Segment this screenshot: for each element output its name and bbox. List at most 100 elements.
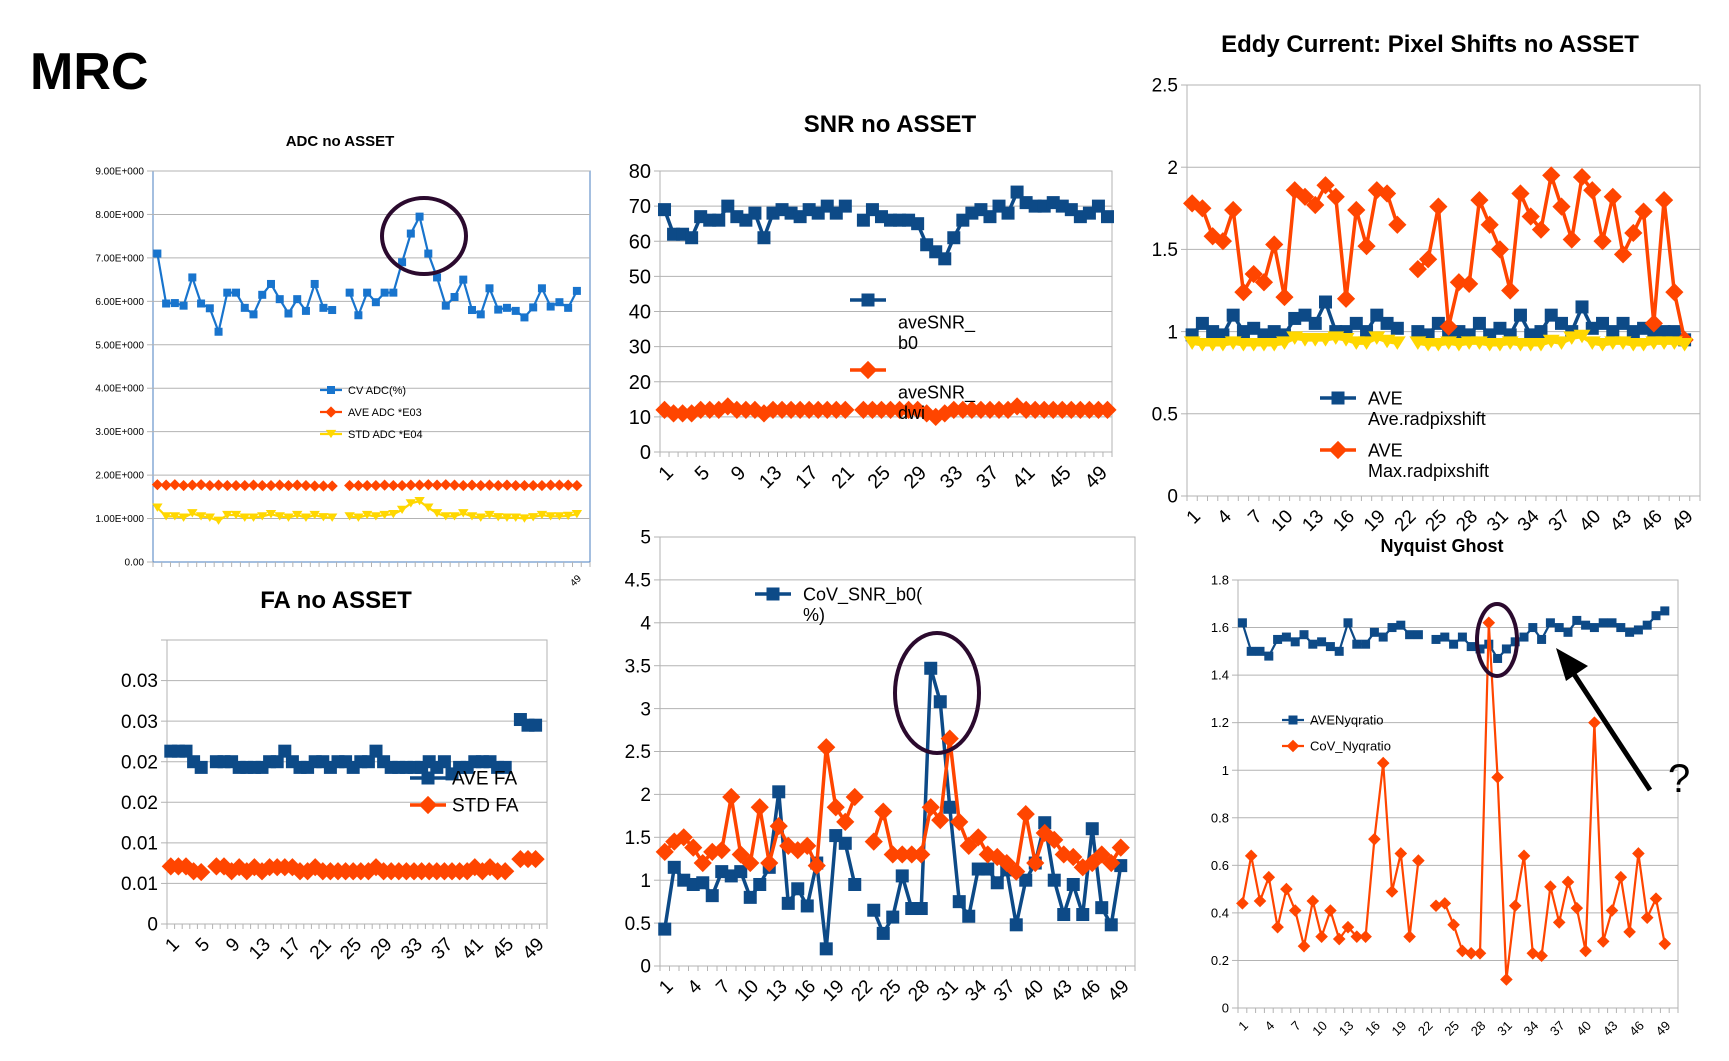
data-point [398, 258, 407, 267]
data-point [1066, 877, 1080, 891]
data-point [1537, 634, 1547, 644]
data-point [344, 479, 356, 492]
data-point [1265, 235, 1284, 254]
legend-label: b0 [898, 333, 918, 353]
y-tick-label: 1 [1222, 763, 1229, 778]
data-point [213, 516, 224, 525]
data-point [1369, 627, 1379, 637]
y-tick-label: 1.5 [625, 828, 651, 849]
data-point [1111, 838, 1130, 857]
x-tick-label: 4 [1214, 506, 1237, 529]
data-point [431, 509, 443, 518]
data-point [1057, 908, 1071, 922]
data-point [1236, 325, 1250, 339]
y-tick-label: 0.6 [1211, 858, 1229, 873]
data-point [1226, 308, 1240, 322]
data-point [319, 303, 328, 312]
data-point [529, 718, 543, 732]
y-tick-label: 1.5 [1152, 240, 1178, 261]
x-tick-label: 43 [1600, 1018, 1621, 1039]
data-point [874, 802, 893, 821]
data-point [379, 479, 391, 491]
data-point [1299, 630, 1309, 640]
data-point [266, 279, 275, 288]
data-point [1490, 240, 1510, 259]
data-point [283, 858, 302, 877]
data-point [1605, 904, 1619, 917]
data-point [1350, 930, 1364, 943]
y-tick-label: 20 [629, 372, 651, 394]
data-point [1640, 911, 1654, 924]
x-tick-label: 13 [762, 976, 792, 1006]
data-point [1447, 918, 1460, 932]
y-tick-label: 2 [1167, 158, 1178, 179]
data-point [188, 273, 197, 282]
data-point [1501, 281, 1520, 300]
legend-entry: AVE ADC *E03 [320, 406, 422, 419]
x-tick-label: 34 [1521, 1018, 1542, 1039]
data-point [1262, 870, 1276, 884]
data-point [1493, 321, 1507, 335]
data-point [249, 310, 258, 319]
data-point [239, 513, 250, 522]
data-point [536, 479, 548, 492]
data-point [734, 865, 748, 879]
x-tick-label: 41 [458, 934, 488, 964]
x-tick-label: 28 [1452, 506, 1482, 536]
data-point [753, 877, 767, 891]
series-2 [152, 497, 583, 525]
data-point [712, 841, 731, 860]
x-tick-label: 10 [733, 976, 763, 1006]
data-point [1285, 181, 1304, 200]
data-point [781, 896, 795, 910]
data-point [415, 212, 424, 221]
data-point [494, 305, 503, 314]
legend-swatch-marker [325, 429, 337, 439]
data-point [169, 479, 181, 491]
chart-title: ADC no ASSET [286, 133, 395, 150]
y-tick-label: 0 [640, 957, 651, 978]
data-point [1613, 245, 1633, 264]
data-point [187, 509, 198, 518]
y-tick-label: 2.00E+000 [95, 471, 144, 482]
data-point [1360, 325, 1374, 339]
data-point [1544, 308, 1558, 322]
data-point [422, 479, 434, 491]
data-point [293, 295, 302, 304]
data-point [177, 479, 190, 492]
data-point [990, 876, 1004, 890]
data-point [1308, 639, 1318, 649]
data-point [1276, 336, 1293, 350]
data-point [318, 513, 329, 522]
data-point [760, 853, 779, 873]
data-point [232, 288, 241, 297]
y-tick-label: 0 [147, 915, 158, 936]
y-tick-label: 2.5 [1152, 76, 1178, 97]
legend-label: CV ADC(%) [348, 385, 406, 397]
data-point [223, 288, 232, 297]
y-tick-label: 0 [1222, 1001, 1229, 1016]
data-point [1095, 901, 1109, 915]
series-1 [1183, 166, 1694, 349]
data-point [328, 306, 337, 315]
data-point [1244, 264, 1263, 284]
legend-swatch-marker [861, 293, 875, 307]
legend-label: AVE ADC *E03 [348, 407, 422, 419]
data-point [1224, 200, 1243, 220]
data-point [1513, 308, 1527, 322]
data-point [153, 249, 162, 258]
x-tick-label: 13 [245, 934, 275, 964]
data-point [1440, 632, 1450, 642]
data-point [283, 513, 294, 522]
y-tick-label: 3.00E+000 [95, 427, 144, 438]
data-point [162, 299, 171, 308]
data-point [221, 479, 233, 492]
series-line [872, 666, 1123, 936]
data-point [192, 862, 211, 882]
data-point [1572, 167, 1592, 187]
data-point [1501, 644, 1511, 654]
legend-label: AVE FA [452, 769, 517, 790]
data-point [204, 513, 216, 522]
